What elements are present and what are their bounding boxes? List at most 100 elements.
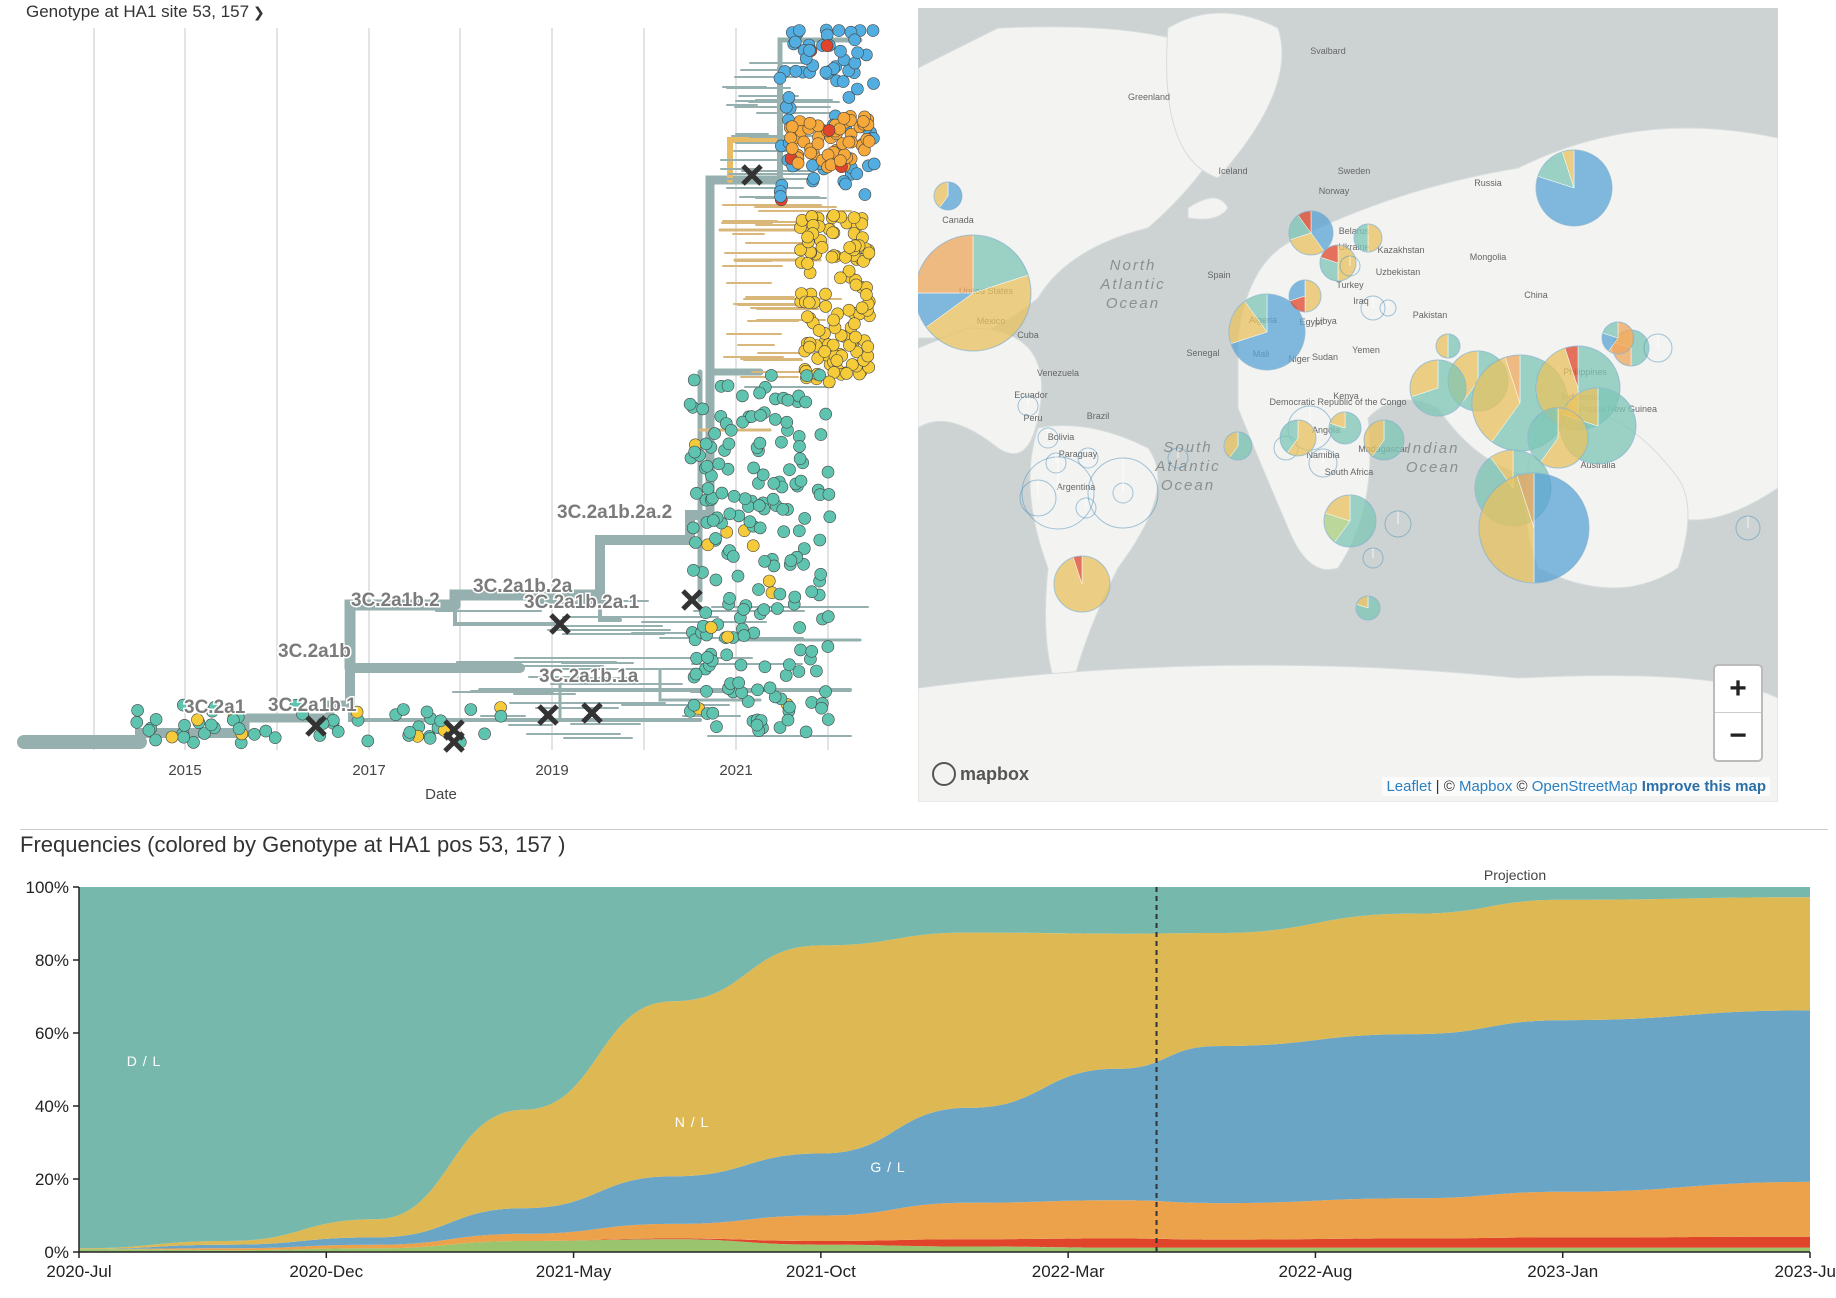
tree-tip[interactable]: [794, 474, 808, 488]
tree-tip[interactable]: [800, 369, 814, 383]
tree-tip[interactable]: [773, 587, 787, 601]
tree-tip[interactable]: [810, 664, 823, 678]
world-map[interactable]: Greenland Svalbard Iceland Sweden Norway Bela…: [918, 8, 1778, 802]
tree-tip[interactable]: [727, 489, 741, 503]
tree-tip[interactable]: [785, 142, 799, 155]
tree-tip[interactable]: [821, 465, 835, 479]
tree-tip[interactable]: [794, 643, 807, 657]
tree-tip[interactable]: [832, 24, 846, 37]
tree-tip[interactable]: [782, 658, 796, 672]
tree-tip[interactable]: [738, 492, 752, 506]
location-pie[interactable]: [1075, 497, 1097, 519]
tree-tip[interactable]: [743, 515, 757, 529]
tree-tip[interactable]: [839, 177, 852, 191]
tree-tip[interactable]: [777, 525, 791, 539]
tree-tip[interactable]: [699, 606, 713, 620]
tree-tip[interactable]: [842, 91, 856, 104]
tree-tip[interactable]: [331, 725, 345, 738]
tree-tip[interactable]: [851, 46, 864, 60]
tree-tip[interactable]: [821, 713, 835, 726]
clade-label[interactable]: 3C.2a1b: [277, 640, 353, 664]
location-pie[interactable]: [1053, 555, 1111, 613]
tree-tip[interactable]: [756, 468, 770, 482]
tree-tip[interactable]: [177, 698, 190, 712]
tree-tip[interactable]: [830, 354, 844, 367]
tree-tip[interactable]: [191, 713, 204, 727]
tree-tip[interactable]: [434, 714, 448, 728]
location-pie[interactable]: [1045, 452, 1067, 474]
tree-tip[interactable]: [833, 122, 847, 136]
tree-tip[interactable]: [801, 230, 814, 244]
clade-label[interactable]: 3C.2a1b.2a: [472, 575, 575, 599]
tree-tip[interactable]: [858, 188, 872, 201]
tree-tip[interactable]: [131, 704, 144, 717]
location-pie[interactable]: [1288, 279, 1322, 313]
location-pie[interactable]: [1384, 510, 1412, 538]
clade-label[interactable]: 3C.2a1b.2a.2: [556, 501, 674, 525]
tree-tip[interactable]: [350, 705, 364, 719]
tree-tip[interactable]: [819, 65, 833, 79]
location-pie[interactable]: [1360, 295, 1386, 321]
tree-tip[interactable]: [731, 569, 745, 583]
phylogeny-tree[interactable]: 2015 2017 2019 2021 Date 3C.2a1 3C.2a1b.1 3C.2a…: [0, 0, 900, 800]
tree-tip[interactable]: [721, 379, 735, 393]
tree-tip[interactable]: [792, 524, 806, 538]
tree-tip[interactable]: [802, 296, 816, 309]
tree-tip[interactable]: [827, 209, 840, 222]
tree-tip[interactable]: [793, 440, 806, 453]
tree-tip[interactable]: [785, 120, 799, 133]
tree-tip[interactable]: [867, 77, 880, 90]
tree-tip[interactable]: [699, 437, 713, 451]
location-pie[interactable]: [1339, 255, 1361, 277]
location-pie[interactable]: [1601, 321, 1635, 355]
tree-tip[interactable]: [779, 669, 793, 682]
tree-tip[interactable]: [805, 585, 819, 599]
tree-tip[interactable]: [826, 338, 840, 352]
leaflet-link[interactable]: Leaflet: [1386, 778, 1432, 795]
tree-tip[interactable]: [805, 644, 819, 658]
tree-tip[interactable]: [361, 734, 375, 748]
tree-tip[interactable]: [815, 701, 828, 715]
tree-tip[interactable]: [683, 397, 697, 411]
tree-tip[interactable]: [782, 91, 796, 104]
tree-tip[interactable]: [751, 683, 764, 697]
tree-tip[interactable]: [820, 39, 834, 53]
tree-tip[interactable]: [814, 428, 828, 441]
location-pie[interactable]: [1017, 395, 1039, 417]
tree-tip[interactable]: [187, 736, 200, 749]
tree-tip[interactable]: [812, 324, 826, 337]
location-pie[interactable]: [1535, 149, 1613, 227]
tree-tip[interactable]: [752, 499, 766, 512]
tree-tip[interactable]: [801, 310, 814, 324]
tree-tip[interactable]: [861, 340, 875, 354]
location-pie[interactable]: [1087, 457, 1159, 529]
tree-tip[interactable]: [803, 44, 816, 57]
color-by-dropdown[interactable]: Genotype at HA1 site 53, 157 ❯: [26, 2, 265, 22]
tree-tip[interactable]: [848, 317, 861, 331]
tree-tip[interactable]: [784, 131, 797, 145]
tree-tip[interactable]: [205, 718, 218, 732]
tree-tip[interactable]: [706, 514, 720, 527]
tree-tip[interactable]: [494, 709, 508, 723]
tree-tip[interactable]: [867, 157, 881, 171]
tree-tip[interactable]: [689, 667, 703, 681]
tree-tip[interactable]: [762, 574, 776, 588]
tree-tip[interactable]: [814, 567, 828, 581]
location-pie[interactable]: [1323, 494, 1377, 548]
tree-tip[interactable]: [798, 512, 812, 525]
location-pie[interactable]: [1527, 407, 1589, 469]
tree-tip[interactable]: [259, 724, 273, 738]
tree-tip[interactable]: [758, 660, 772, 674]
tree-tip[interactable]: [737, 629, 751, 642]
tree-tip[interactable]: [781, 393, 795, 407]
location-pie[interactable]: [933, 181, 963, 211]
tree-tip[interactable]: [823, 510, 837, 524]
tree-tip[interactable]: [700, 684, 713, 698]
tree-tip[interactable]: [296, 707, 309, 721]
location-pie[interactable]: [1077, 447, 1099, 469]
tree-tip[interactable]: [847, 211, 861, 224]
tree-tip[interactable]: [836, 75, 850, 88]
tree-tip[interactable]: [764, 369, 778, 382]
tree-tip[interactable]: [232, 722, 246, 736]
tree-tip[interactable]: [478, 727, 491, 741]
